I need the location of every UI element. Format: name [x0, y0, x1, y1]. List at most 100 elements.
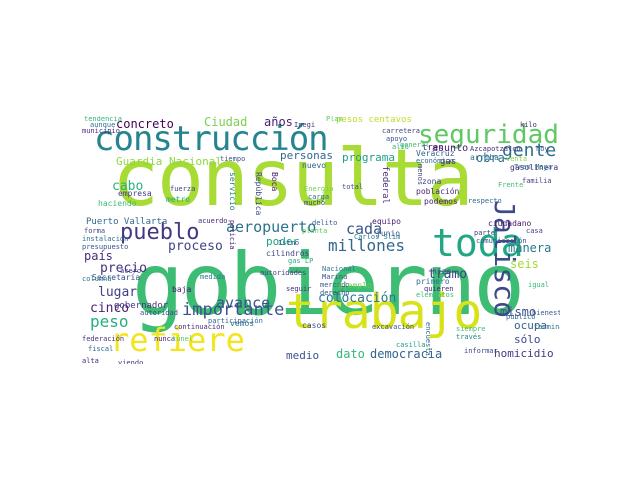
- cloud-word: avance: [216, 294, 271, 312]
- cloud-word: toda: [432, 221, 524, 265]
- cloud-word: homicidio: [494, 347, 554, 360]
- word-cloud: consulta gobierno trabajo construcción t…: [80, 116, 560, 364]
- cloud-word: Veracruz: [416, 149, 455, 158]
- cloud-word: quieren: [424, 285, 454, 293]
- cloud-word: servicio: [228, 172, 237, 211]
- cloud-word: casos: [302, 321, 327, 330]
- cloud-word: pesos centavos: [336, 116, 412, 125]
- cloud-word: casa: [526, 227, 543, 235]
- cloud-word: presupuesto: [82, 243, 129, 251]
- cloud-word: lugar: [98, 285, 138, 300]
- cloud-word: venta: [506, 155, 528, 163]
- cloud-word: mercado: [320, 281, 350, 289]
- cloud-word: siempre: [456, 325, 486, 333]
- cloud-word: junio: [376, 229, 401, 238]
- cloud-word: gobernador: [114, 301, 169, 311]
- cloud-word: forma: [84, 227, 106, 235]
- cloud-word: Boca: [270, 172, 279, 192]
- cloud-word: cilindros: [266, 249, 310, 258]
- cloud-word: sólo: [514, 333, 541, 346]
- cloud-word: excavación: [372, 323, 415, 331]
- cloud-word: planta: [302, 227, 328, 235]
- cloud-word: través: [456, 333, 482, 341]
- cloud-word: cada: [346, 220, 383, 238]
- cloud-word: peso: [90, 312, 129, 331]
- cloud-word: trabajo: [286, 284, 482, 340]
- cloud-word: millones: [328, 236, 406, 255]
- cloud-word: fiscal: [88, 345, 114, 353]
- cloud-word: cabo: [112, 179, 144, 194]
- cloud-word: autoridades: [260, 269, 307, 277]
- cloud-word: aunque: [90, 121, 116, 129]
- cloud-word: derecho: [320, 289, 350, 297]
- cloud-word: Nacional: [322, 265, 356, 273]
- cloud-word: primero: [416, 277, 450, 286]
- cloud-word: Azcapotzalco: [470, 145, 521, 153]
- cloud-word: hoy: [536, 145, 549, 153]
- cloud-word: encuesta: [424, 322, 432, 356]
- cloud-word: precio: [100, 261, 147, 276]
- cloud-word: Tren Maya: [514, 163, 552, 171]
- cloud-word: zona: [422, 177, 442, 186]
- cloud-word: policía: [228, 220, 236, 250]
- cloud-word: podemos: [424, 197, 458, 206]
- cloud-word: carga: [308, 193, 330, 201]
- cloud-word: consulta: [112, 134, 474, 224]
- cloud-word: instalación: [82, 235, 129, 243]
- cloud-word: participación: [208, 317, 263, 325]
- cloud-word: informar: [464, 347, 498, 355]
- cloud-word: familia: [522, 177, 552, 185]
- cloud-word: empresa: [118, 189, 152, 198]
- cloud-word: mismo: [500, 305, 537, 319]
- cloud-word: gas: [440, 157, 457, 167]
- cloud-word: seguir: [286, 285, 312, 293]
- cloud-word: manera: [508, 241, 552, 255]
- cloud-word: tramo: [428, 267, 468, 282]
- cloud-word: gas LP: [288, 257, 314, 265]
- cloud-word: medida: [200, 273, 226, 281]
- cloud-word: columna: [82, 275, 112, 283]
- cloud-word: Jalisco: [488, 200, 521, 319]
- cloud-word: federal: [380, 166, 390, 204]
- cloud-word: ocupa: [514, 319, 548, 332]
- cloud-word: ejemplo: [338, 281, 372, 290]
- cloud-word: municipio: [82, 127, 120, 135]
- cloud-word: democracia: [370, 347, 443, 361]
- cloud-word: carretera: [382, 127, 420, 135]
- cloud-word: continuación: [174, 323, 225, 331]
- cloud-word: vemos: [230, 319, 255, 328]
- cloud-word: menos: [416, 164, 424, 186]
- cloud-word: Secretaría: [92, 273, 141, 282]
- cloud-word: años: [264, 116, 293, 129]
- cloud-word: seis: [510, 257, 539, 271]
- cloud-word: pueblo: [120, 220, 200, 245]
- cloud-word: cinco: [90, 301, 130, 316]
- cloud-word: nuevo: [302, 161, 327, 170]
- cloud-word: importante: [182, 300, 285, 320]
- cloud-word: equipo: [372, 217, 401, 226]
- cloud-word: Energía: [304, 185, 334, 193]
- cloud-word: concreto: [116, 117, 174, 131]
- cloud-word: poder: [266, 235, 300, 248]
- cloud-word: nunca: [154, 335, 176, 343]
- cloud-word: dato: [336, 347, 365, 361]
- cloud-word: fuerza: [170, 185, 196, 193]
- cloud-word: igual: [528, 281, 550, 289]
- cloud-word: gobierno: [132, 235, 525, 335]
- cloud-word: viendo: [118, 359, 144, 365]
- cloud-word: kilo: [520, 121, 537, 129]
- cloud-word: bienestar: [532, 309, 560, 317]
- cloud-word: terminar: [534, 323, 560, 331]
- cloud-word: total: [342, 183, 364, 191]
- cloud-word: gente: [502, 140, 557, 161]
- cloud-word: metro: [166, 195, 191, 204]
- cloud-word: colocación: [318, 291, 397, 306]
- cloud-word: haciendo: [98, 199, 137, 208]
- cloud-word: personas: [280, 149, 333, 162]
- cloud-word: acero: [120, 267, 142, 275]
- cloud-word: arriba: [470, 153, 499, 162]
- cloud-word: mucho: [304, 199, 326, 207]
- cloud-word: Carlos Slim: [354, 233, 401, 241]
- cloud-word: Frente: [498, 181, 524, 189]
- cloud-word: tren: [422, 143, 444, 153]
